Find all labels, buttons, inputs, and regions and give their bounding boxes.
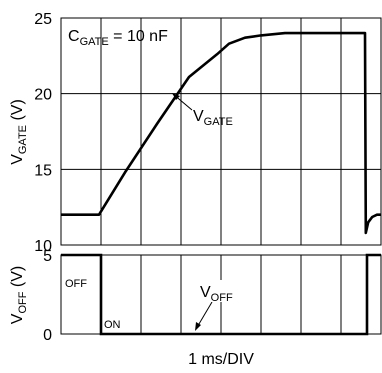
voff-y-axis-label: VOFF (V) <box>9 266 29 324</box>
vgate-y-tick-label: 20 <box>34 87 52 104</box>
off-state-label: OFF <box>65 278 87 290</box>
voff-series-label: VOFF <box>200 284 233 304</box>
x-axis-label: 1 ms/DIV <box>188 351 254 368</box>
voff-label-bg <box>199 280 243 302</box>
vgate-y-tick-label: 15 <box>34 162 52 179</box>
cgate-annotation: CGATE = 10 nF <box>68 28 168 48</box>
vgate-panel: 25 20 15 10 VGATE (V) CGATE = 10 nF VGATE <box>9 11 382 255</box>
on-state-label: ON <box>104 319 121 331</box>
voff-y-ticks: 50 <box>43 248 52 344</box>
vgate-y-tick-label: 10 <box>34 238 52 255</box>
vgate-y-ticks: 25 20 15 10 <box>34 11 52 255</box>
vgate-y-axis-label: VGATE (V) <box>9 99 29 165</box>
voff-y-tick-label: 0 <box>43 327 52 344</box>
vgate-series-line <box>61 31 381 235</box>
vgate-label-arrowhead <box>172 93 180 100</box>
voff-y-tick-label: 5 <box>43 248 52 265</box>
vgate-series-label: VGATE <box>193 108 233 128</box>
on-label-bg <box>102 317 124 331</box>
off-label-bg <box>63 276 92 290</box>
voff-label-arrowhead <box>195 322 201 331</box>
voff-panel: 50 VOFF (V) OFF ON VOFF <box>9 248 382 344</box>
vgate-y-tick-label: 25 <box>34 11 52 28</box>
voff-series-line <box>61 253 381 336</box>
vgate-grid <box>61 18 381 245</box>
